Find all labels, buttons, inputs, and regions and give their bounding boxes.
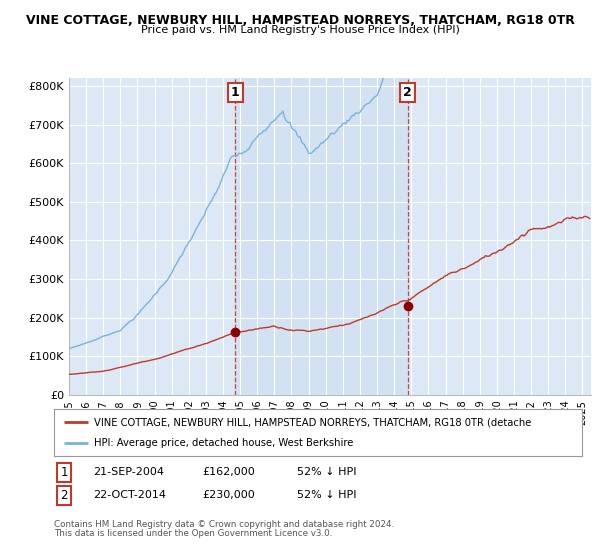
Text: £230,000: £230,000 <box>202 491 254 500</box>
Bar <box>235 78 408 395</box>
Text: 52% ↓ HPI: 52% ↓ HPI <box>297 468 356 477</box>
Text: VINE COTTAGE, NEWBURY HILL, HAMPSTEAD NORREYS, THATCHAM, RG18 0TR (detache: VINE COTTAGE, NEWBURY HILL, HAMPSTEAD NO… <box>94 417 531 427</box>
Text: 52% ↓ HPI: 52% ↓ HPI <box>297 491 356 500</box>
Text: This data is licensed under the Open Government Licence v3.0.: This data is licensed under the Open Gov… <box>54 529 332 538</box>
Text: 1: 1 <box>61 466 68 479</box>
Text: 21-SEP-2004: 21-SEP-2004 <box>94 468 164 477</box>
Text: Contains HM Land Registry data © Crown copyright and database right 2024.: Contains HM Land Registry data © Crown c… <box>54 520 394 529</box>
Text: 2: 2 <box>403 86 412 99</box>
Text: VINE COTTAGE, NEWBURY HILL, HAMPSTEAD NORREYS, THATCHAM, RG18 0TR: VINE COTTAGE, NEWBURY HILL, HAMPSTEAD NO… <box>26 14 574 27</box>
Text: 22-OCT-2014: 22-OCT-2014 <box>94 491 167 500</box>
Text: £162,000: £162,000 <box>202 468 254 477</box>
Text: Price paid vs. HM Land Registry's House Price Index (HPI): Price paid vs. HM Land Registry's House … <box>140 25 460 35</box>
Text: 2: 2 <box>61 489 68 502</box>
Text: 1: 1 <box>231 86 240 99</box>
Text: HPI: Average price, detached house, West Berkshire: HPI: Average price, detached house, West… <box>94 438 353 448</box>
